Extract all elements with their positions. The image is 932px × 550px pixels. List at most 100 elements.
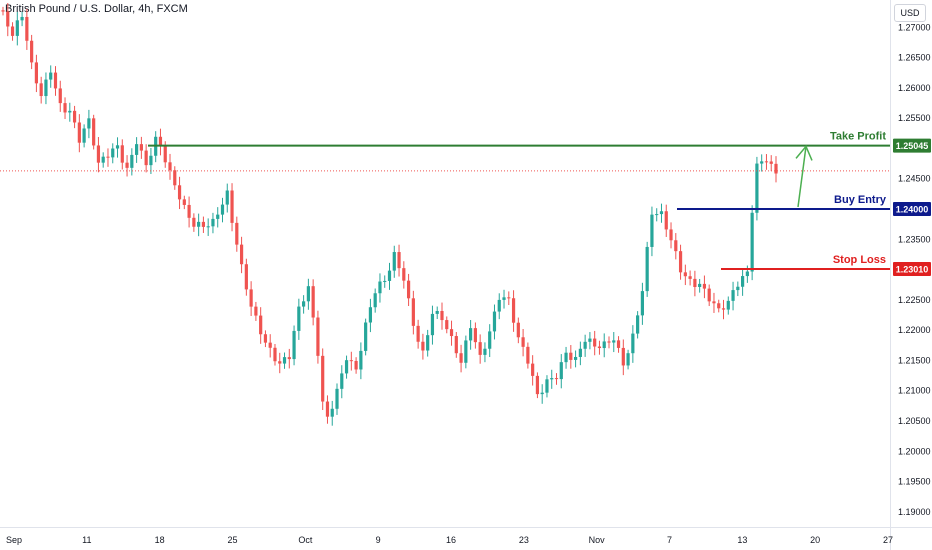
take-profit-price-badge-text: 1.25045: [896, 141, 929, 151]
x-tick-label: Sep: [6, 535, 22, 545]
candle-body: [721, 308, 726, 310]
candle-body: [717, 303, 721, 309]
currency-button[interactable]: USD: [894, 4, 926, 22]
candle-body: [736, 286, 740, 291]
candle-body: [459, 353, 463, 363]
candle-body: [693, 278, 697, 287]
candle-body: [531, 363, 535, 376]
candle-body: [707, 288, 711, 302]
candle-body: [311, 286, 315, 318]
candle-body: [511, 298, 516, 323]
x-tick-label: 11: [82, 535, 91, 545]
candle-body: [416, 325, 420, 342]
x-tick-label: 9: [376, 535, 381, 545]
candle-body: [445, 320, 449, 330]
candle-body: [72, 110, 77, 123]
candle-body: [760, 161, 764, 164]
candle-body: [469, 328, 473, 341]
candle-body: [58, 88, 62, 104]
candle-body: [340, 373, 344, 389]
candle-body: [325, 401, 330, 417]
candle-body: [201, 221, 206, 227]
candle-body: [502, 297, 506, 300]
x-tick-label: 7: [667, 535, 672, 545]
candle-body: [712, 301, 716, 304]
candle-body: [225, 190, 229, 205]
candle-body: [597, 346, 602, 349]
y-tick-label: 1.22500: [898, 295, 931, 305]
candle-body: [774, 163, 778, 174]
candle-body: [435, 310, 439, 314]
candle-body: [44, 79, 48, 97]
candle-body: [569, 352, 573, 360]
candle-body: [292, 330, 296, 360]
buy-entry-label: Buy Entry: [834, 194, 887, 206]
candle-body: [602, 341, 606, 349]
candle-body: [149, 155, 153, 166]
candle-body: [216, 214, 220, 219]
candle-body: [559, 362, 563, 380]
take-profit-label: Take Profit: [830, 131, 886, 143]
candle-body: [550, 378, 554, 380]
y-tick-label: 1.21500: [898, 355, 931, 365]
x-tick-label: 23: [519, 535, 529, 545]
candle-body: [25, 16, 29, 41]
x-tick-label: 25: [227, 535, 237, 545]
stop-loss-price-badge-text: 1.23010: [896, 264, 929, 274]
candle-body: [316, 317, 320, 356]
x-tick-label: 27: [883, 535, 893, 545]
candle-body: [158, 136, 163, 147]
candle-body: [492, 311, 497, 332]
candle-body: [10, 26, 15, 36]
y-tick-label: 1.25500: [898, 113, 931, 123]
candle-body: [68, 110, 72, 113]
candle-body: [378, 281, 382, 294]
candle-body: [392, 252, 396, 271]
candle-body: [173, 170, 177, 186]
candle-body: [115, 145, 120, 149]
candle-body: [750, 212, 754, 272]
candle-body: [39, 83, 43, 97]
candle-body: [478, 342, 482, 355]
candle-body: [755, 163, 759, 213]
buy-entry-price-badge-text: 1.24000: [896, 204, 929, 214]
candle-body: [96, 145, 101, 163]
candle-body: [397, 252, 401, 269]
y-tick-label: 1.26000: [898, 83, 931, 93]
candle-body: [545, 379, 549, 393]
y-tick-label: 1.22000: [898, 325, 931, 335]
candle-body: [335, 388, 339, 409]
buy-entry-price-badge: [893, 201, 931, 216]
candle-body: [650, 214, 654, 247]
candle-body: [297, 306, 301, 331]
candle-body: [621, 347, 625, 366]
candle-body: [15, 20, 19, 36]
candle-body: [645, 246, 649, 292]
candle-body: [77, 122, 81, 143]
candle-body: [421, 341, 425, 351]
candle-body: [206, 226, 210, 228]
candle-body: [268, 342, 272, 348]
candle-body: [659, 211, 664, 215]
y-tick-label: 1.27000: [898, 22, 931, 32]
candle-body: [769, 161, 773, 164]
candle-body: [454, 336, 458, 354]
candle-body: [287, 357, 291, 360]
candle-body: [674, 240, 678, 252]
chart-title: British Pound / U.S. Dollar, 4h, FXCM: [5, 3, 188, 15]
candle-body: [139, 144, 143, 151]
candle-body: [535, 375, 540, 395]
candle-body: [593, 338, 597, 347]
candle-body: [163, 146, 167, 163]
candle-body: [130, 154, 134, 168]
y-tick-label: 1.19000: [898, 507, 931, 517]
candle-body: [631, 333, 635, 354]
candle-body: [106, 156, 110, 158]
candle-body: [483, 348, 487, 355]
candle-body: [516, 322, 520, 338]
candle-body: [306, 286, 310, 302]
candle-body: [731, 290, 735, 301]
candle-body: [387, 270, 392, 281]
candle-body: [349, 360, 353, 362]
